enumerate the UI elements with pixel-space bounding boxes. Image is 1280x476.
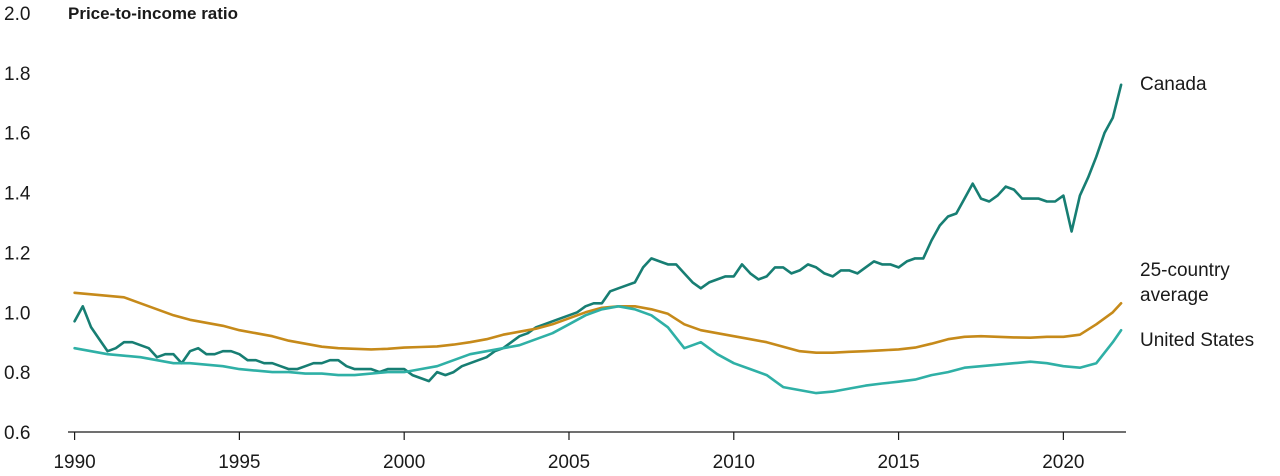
series-label-25-country-average: 25-country average xyxy=(1140,260,1230,306)
x-tick-label: 2005 xyxy=(548,452,590,473)
y-tick-label: 0.6 xyxy=(4,423,30,444)
y-axis-title: Price-to-income ratio xyxy=(68,4,238,23)
y-axis-ticks: 0.6 0.8 1.0 1.2 1.4 1.6 1.8 2.0 xyxy=(4,4,31,444)
y-tick-label: 1.6 xyxy=(4,124,30,145)
series-line-united-states xyxy=(73,304,1123,395)
x-tick-label: 1995 xyxy=(218,452,260,473)
y-tick-label: 1.4 xyxy=(4,184,31,205)
series-lines xyxy=(73,83,1123,395)
y-tick-label: 1.8 xyxy=(4,64,30,85)
x-tick-label: 2000 xyxy=(383,452,425,473)
y-tick-label: 2.0 xyxy=(4,4,30,25)
x-tick-label: 2020 xyxy=(1042,452,1084,473)
x-axis-ticks: 1990 1995 2000 2005 2010 2015 2020 xyxy=(53,432,1085,473)
series-line-canada xyxy=(73,83,1123,383)
y-tick-label: 1.2 xyxy=(4,243,30,264)
series-labels: Canada 25-country average United States xyxy=(1140,74,1254,351)
series-line-25-country-average xyxy=(73,291,1123,355)
series-label-canada: Canada xyxy=(1140,74,1207,95)
x-tick-label: 2010 xyxy=(713,452,755,473)
y-tick-label: 1.0 xyxy=(4,303,30,324)
series-label-united-states: United States xyxy=(1140,330,1254,351)
x-tick-label: 2015 xyxy=(877,452,919,473)
x-tick-label: 1990 xyxy=(53,452,95,473)
y-tick-label: 0.8 xyxy=(4,363,30,384)
